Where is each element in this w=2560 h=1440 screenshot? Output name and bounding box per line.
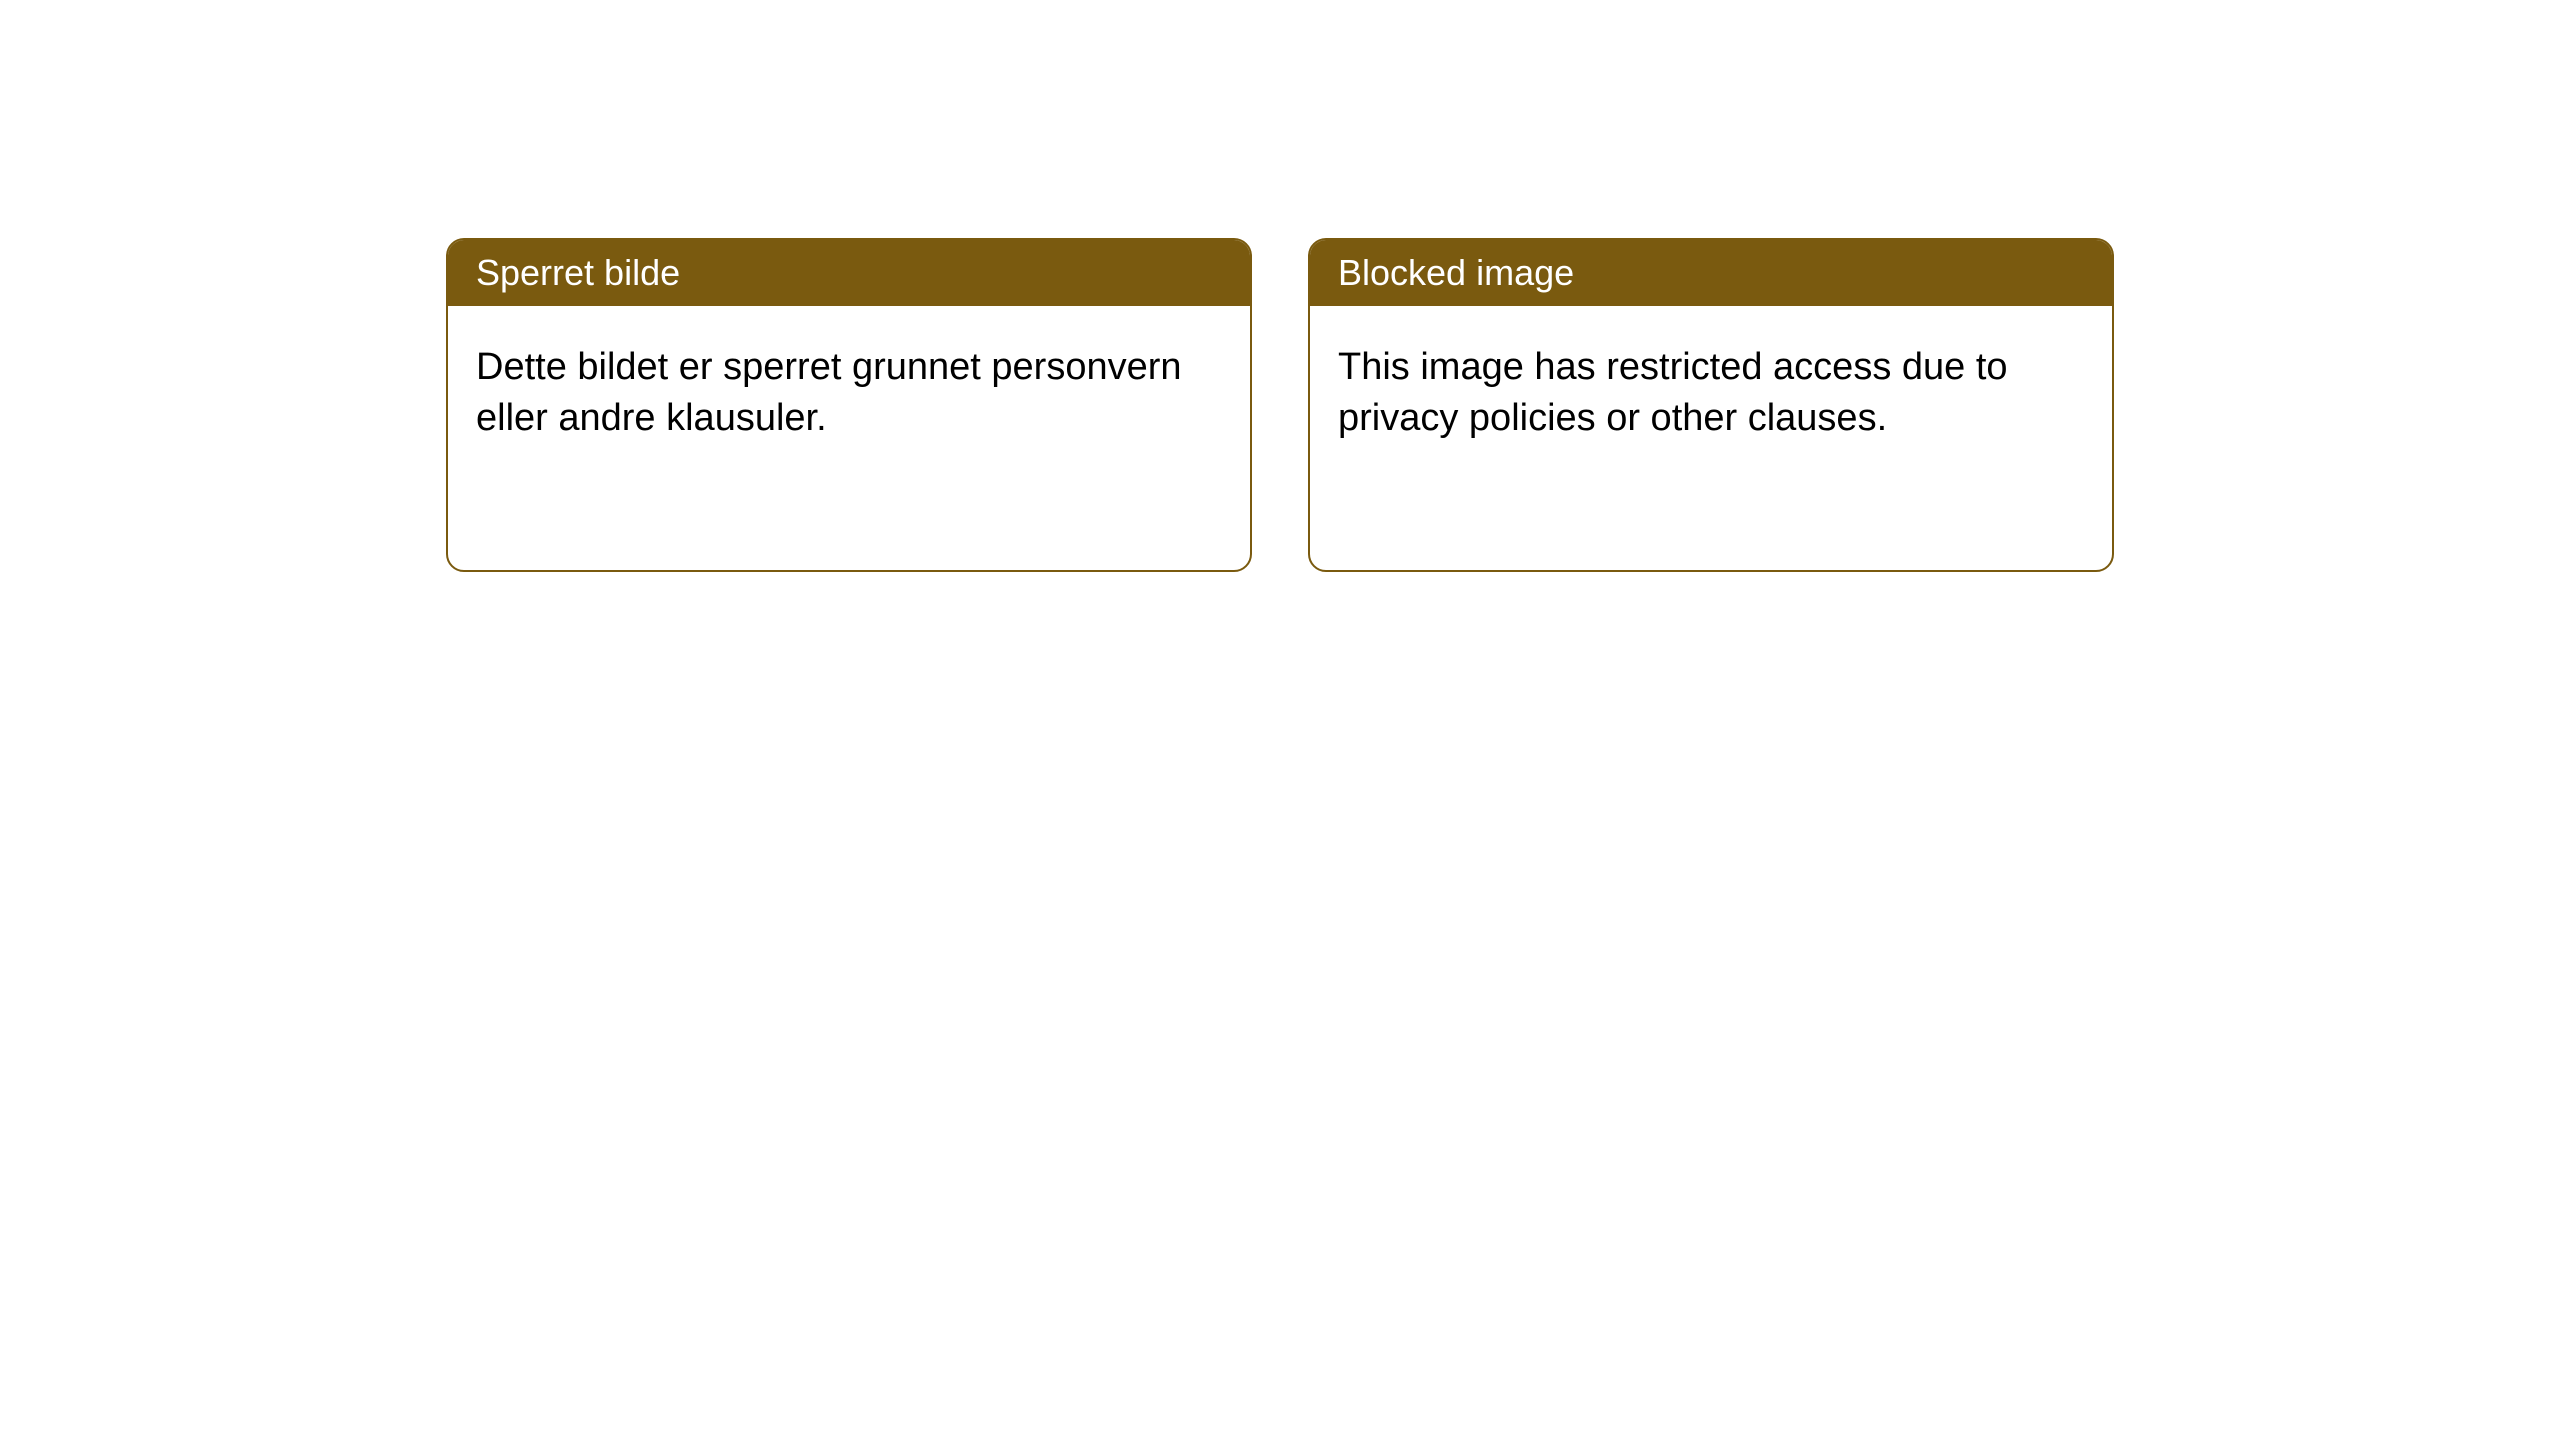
notice-title: Blocked image	[1310, 240, 2112, 306]
notice-card-norwegian: Sperret bilde Dette bildet er sperret gr…	[446, 238, 1252, 572]
notice-body: Dette bildet er sperret grunnet personve…	[448, 306, 1250, 481]
notice-body: This image has restricted access due to …	[1310, 306, 2112, 481]
notice-card-english: Blocked image This image has restricted …	[1308, 238, 2114, 572]
notice-container: Sperret bilde Dette bildet er sperret gr…	[0, 0, 2560, 572]
notice-title: Sperret bilde	[448, 240, 1250, 306]
